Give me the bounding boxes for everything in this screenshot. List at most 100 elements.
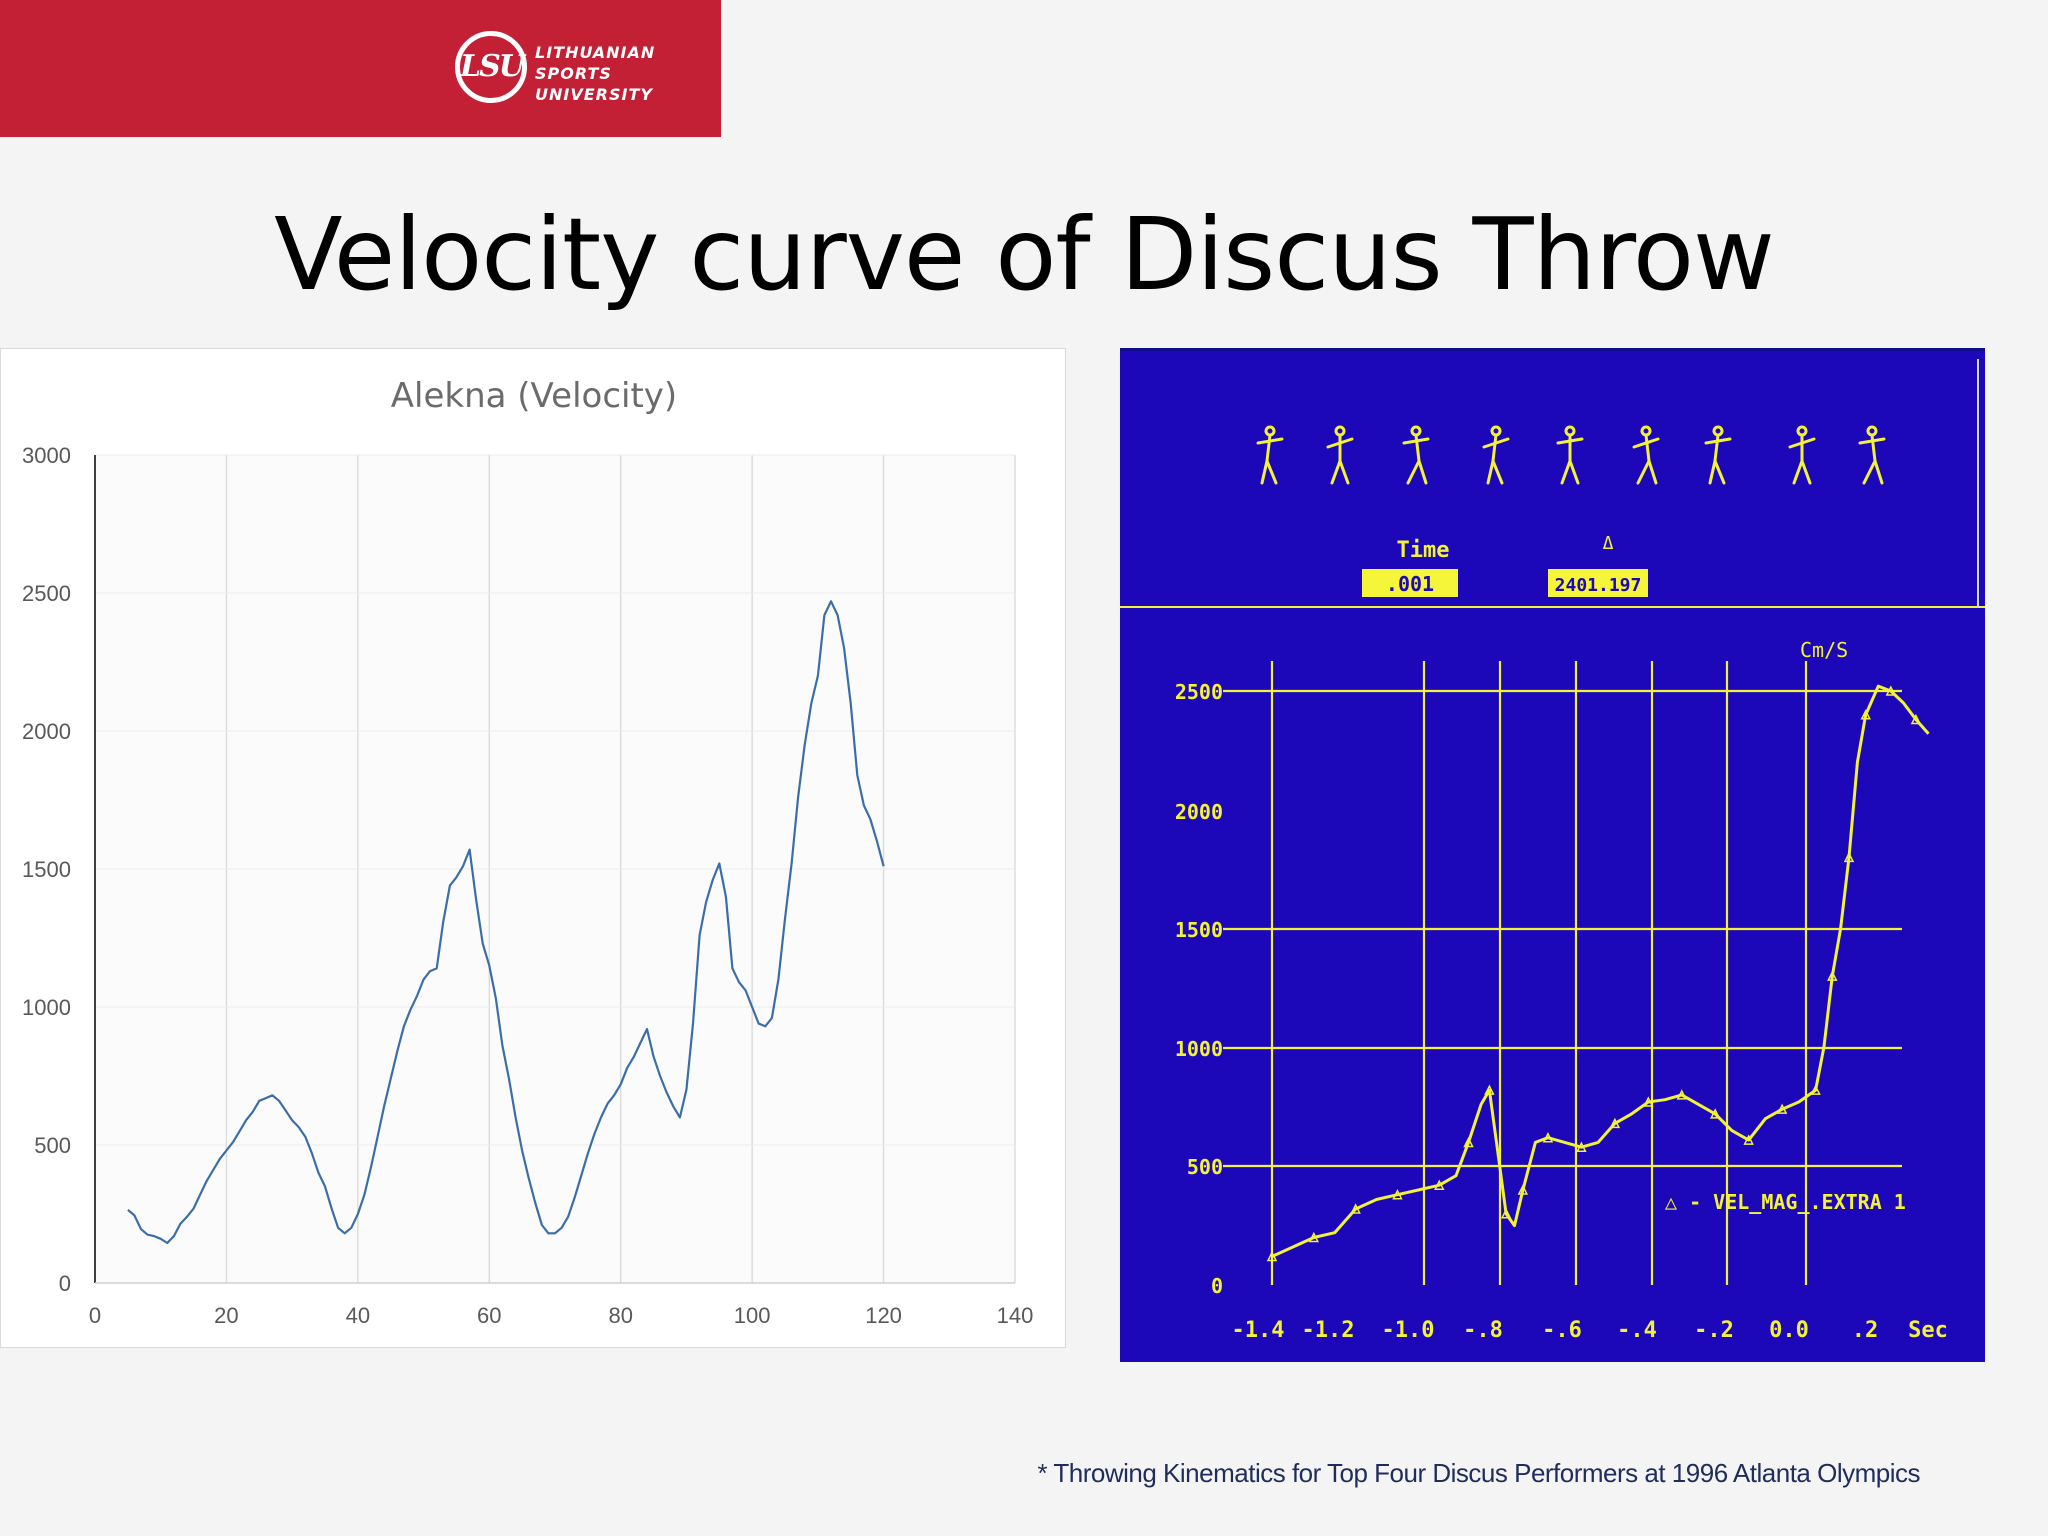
figure-arms: [1632, 437, 1660, 449]
figure-torso: [1414, 433, 1421, 463]
athlete-stick-figure: [1256, 425, 1284, 485]
y-tick-label: 1000: [22, 995, 71, 1020]
time-readout-box: [1362, 569, 1458, 597]
figure-torso: [1265, 433, 1272, 463]
data-point-marker: [1308, 1231, 1320, 1243]
y-unit-label: Cm/S: [1800, 638, 1848, 662]
delta-readout-box: [1548, 569, 1648, 597]
kinematics-plot-svg: Time Δ .001 2401.197 Cm/S 0 500 1000 1500 2000 250…: [1120, 351, 1985, 1362]
x-tick-label: -.6: [1542, 1318, 1582, 1343]
data-point-marker: [1350, 1203, 1361, 1214]
athlete-stick-figure: [1704, 425, 1732, 485]
university-logo-bar: LSU LITHUANIAN SPORTS UNIVERSITY: [0, 0, 721, 137]
figure-torso: [1644, 433, 1651, 463]
x-tick-label: 0.0: [1769, 1318, 1809, 1343]
figure-leg-left: [1330, 459, 1342, 485]
x-tick-label: 0: [89, 1303, 101, 1328]
plot-background: [1120, 351, 1985, 1362]
data-point-marker: [1743, 1134, 1754, 1145]
x-tick-label: 80: [608, 1303, 632, 1328]
data-point-marker: [1500, 1208, 1512, 1219]
data-point-marker: [1434, 1179, 1445, 1190]
figure-leg-left: [1636, 459, 1651, 485]
data-point-marker: [1843, 851, 1855, 863]
lsu-logo-mark: LSU: [455, 31, 527, 103]
figure-arms: [1858, 437, 1886, 445]
data-point-marker: [1517, 1184, 1529, 1195]
y-tick-label: 3000: [22, 443, 71, 468]
y-tick-label: 0: [1211, 1274, 1223, 1298]
y-tick-label: 2000: [22, 719, 71, 744]
velocity-series-line: [127, 600, 885, 1245]
y-tick-label: 2500: [22, 581, 71, 606]
velocity-line-chart: Alekna (Velocity) 0 20 40 60 80 100 120 140 0 500 1…: [0, 348, 1066, 1348]
figure-leg-left: [1486, 459, 1495, 485]
figure-leg-right: [1338, 459, 1350, 485]
athlete-stick-figure: [1482, 425, 1510, 485]
y-tick-label: 2500: [1175, 680, 1223, 704]
chart-title: Alekna (Velocity): [391, 376, 677, 416]
data-point-marker: [1484, 1084, 1495, 1095]
university-name: LITHUANIAN SPORTS UNIVERSITY: [535, 42, 655, 105]
figure-leg-right: [1800, 459, 1812, 485]
x-tick-label: -.4: [1617, 1318, 1657, 1343]
figure-leg-left: [1406, 459, 1421, 485]
figure-arms: [1788, 437, 1816, 449]
velocity-data-curve: [1271, 684, 1930, 1258]
data-point-marker: [1542, 1132, 1554, 1143]
figure-leg-right: [1568, 459, 1580, 485]
x-tick-label: 60: [477, 1303, 501, 1328]
figure-leg-right: [1873, 459, 1884, 485]
figure-arms: [1482, 437, 1510, 449]
data-point-marker: [1643, 1096, 1654, 1107]
figure-arms: [1704, 437, 1732, 445]
figure-arms: [1402, 437, 1430, 445]
athlete-stick-figure: [1858, 425, 1886, 485]
x-tick-label: 140: [997, 1303, 1034, 1328]
figure-leg-left: [1792, 459, 1804, 485]
data-point-marker: [1910, 713, 1922, 725]
figure-leg-left: [1560, 459, 1572, 485]
y-tick-label: 500: [1187, 1155, 1223, 1179]
x-tick-label: -1.2: [1302, 1318, 1355, 1343]
delta-label: Δ: [1603, 533, 1614, 554]
y-tick-label: 2000: [1175, 800, 1223, 824]
athlete-stick-figure: [1788, 425, 1816, 485]
x-tick-label: -1.4: [1232, 1318, 1285, 1343]
x-tick-label: .2: [1852, 1318, 1879, 1343]
data-point-marker: [1810, 1084, 1821, 1095]
x-tick-label: -1.0: [1382, 1318, 1435, 1343]
data-point-marker: [1463, 1136, 1474, 1148]
figure-leg-right: [1713, 459, 1726, 485]
figure-arms: [1256, 437, 1284, 445]
logo-line-1: LITHUANIAN: [535, 43, 656, 62]
figure-leg-left: [1862, 459, 1877, 485]
x-tick-label: -.2: [1694, 1318, 1734, 1343]
delta-readout: 2401.197: [1555, 575, 1642, 596]
athlete-stick-figure: [1326, 425, 1354, 485]
figure-leg-right: [1265, 459, 1278, 485]
slide-title: Velocity curve of Discus Throw: [274, 196, 1775, 313]
velocity-chart-svg: Alekna (Velocity) 0 20 40 60 80 100 120 140 0 500 1…: [22, 376, 1034, 1328]
figure-torso: [1870, 433, 1877, 463]
data-point-marker: [1885, 685, 1897, 696]
x-tick-label: -.8: [1463, 1318, 1503, 1343]
figure-torso: [1491, 433, 1498, 463]
logo-line-3: UNIVERSITY: [535, 85, 653, 104]
figure-arms: [1556, 437, 1584, 445]
y-tick-label: 1500: [1175, 918, 1223, 942]
figure-leg-right: [1417, 459, 1428, 485]
figure-torso: [1713, 433, 1720, 463]
plot-legend: △ - VEL_MAG_.EXTRA 1: [1665, 1190, 1906, 1214]
data-point-marker: [1776, 1103, 1788, 1114]
y-tick-label: 1500: [22, 857, 71, 882]
x-tick-label: 20: [214, 1303, 238, 1328]
x-tick-label: 100: [734, 1303, 771, 1328]
figure-leg-right: [1491, 459, 1504, 485]
x-tick-label: 120: [865, 1303, 902, 1328]
x-tick-label: 40: [346, 1303, 370, 1328]
data-point-marker: [1609, 1117, 1621, 1129]
data-point-marker: [1392, 1189, 1403, 1200]
athlete-stick-figure: [1556, 425, 1584, 485]
data-point-marker: [1860, 709, 1871, 720]
